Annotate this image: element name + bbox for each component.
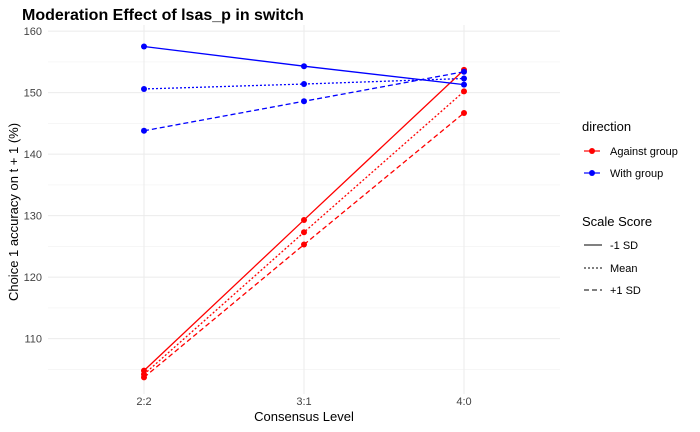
series-line-against-group-plus1-sd — [143, 112, 465, 378]
legend-item-minus-1sd: -1 SD — [584, 240, 638, 252]
x-tick-label: 2:2 — [136, 396, 151, 408]
y-axis-label: Choice 1 accuracy on t + 1 (%) — [6, 123, 21, 301]
legend-item-plus-1sd: +1 SD — [584, 285, 641, 297]
point-against-group-mean — [301, 229, 307, 236]
y-tick-label: 140 — [24, 149, 42, 161]
point-against-group-plus1-sd — [461, 109, 467, 116]
point-with-group-mean — [141, 85, 147, 92]
point-with-group-minus-1-sd — [301, 63, 307, 70]
point-against-group-plus1-sd — [141, 374, 147, 381]
y-tick-label: 120 — [24, 272, 42, 284]
point-with-group-plus1-sd — [141, 127, 147, 134]
x-tick-label: 4:0 — [456, 396, 471, 408]
legend-key-against-group-point — [589, 148, 595, 154]
point-with-group-minus-1-sd — [461, 81, 467, 88]
legend-label-plus-1sd: +1 SD — [610, 285, 641, 297]
y-tick-label: 150 — [24, 88, 42, 100]
point-with-group-minus-1-sd — [141, 43, 147, 50]
legend-item-against-group: Against group — [584, 146, 678, 158]
x-axis-label: Consensus Level — [254, 409, 354, 424]
legend-label-minus-1sd: -1 SD — [610, 240, 638, 252]
point-with-group-mean — [461, 75, 467, 82]
point-with-group-plus1-sd — [461, 68, 467, 75]
point-against-group-plus1-sd — [301, 241, 307, 248]
legend-label-with-group: With group — [610, 168, 663, 180]
legend-scale-title: Scale Score — [582, 214, 652, 229]
legend-scale-score: Scale Score -1 SD Mean +1 SD — [582, 214, 652, 297]
point-against-group-mean — [461, 88, 467, 95]
legend-direction: direction Against group With group — [582, 119, 678, 180]
y-tick-label: 160 — [24, 26, 42, 38]
data-points — [141, 43, 467, 381]
legend-label-mean: Mean — [610, 263, 638, 275]
legend-label-against-group: Against group — [610, 146, 678, 158]
y-tick-labels: 110 120 130 140 150 160 — [24, 26, 42, 346]
legend-direction-title: direction — [582, 119, 631, 134]
point-with-group-mean — [301, 81, 307, 88]
point-against-group-minus-1-sd — [301, 216, 307, 223]
legend-key-with-group-point — [589, 170, 595, 176]
chart-title: Moderation Effect of lsas_p in switch — [22, 7, 304, 24]
point-with-group-plus1-sd — [301, 98, 307, 105]
grid — [48, 25, 560, 394]
y-tick-label: 130 — [24, 211, 42, 223]
x-tick-labels: 2:2 3:1 4:0 — [136, 396, 471, 408]
legend-item-mean: Mean — [584, 263, 638, 275]
legend-item-with-group: With group — [584, 168, 663, 180]
y-tick-label: 110 — [24, 334, 42, 346]
x-tick-label: 3:1 — [296, 396, 311, 408]
